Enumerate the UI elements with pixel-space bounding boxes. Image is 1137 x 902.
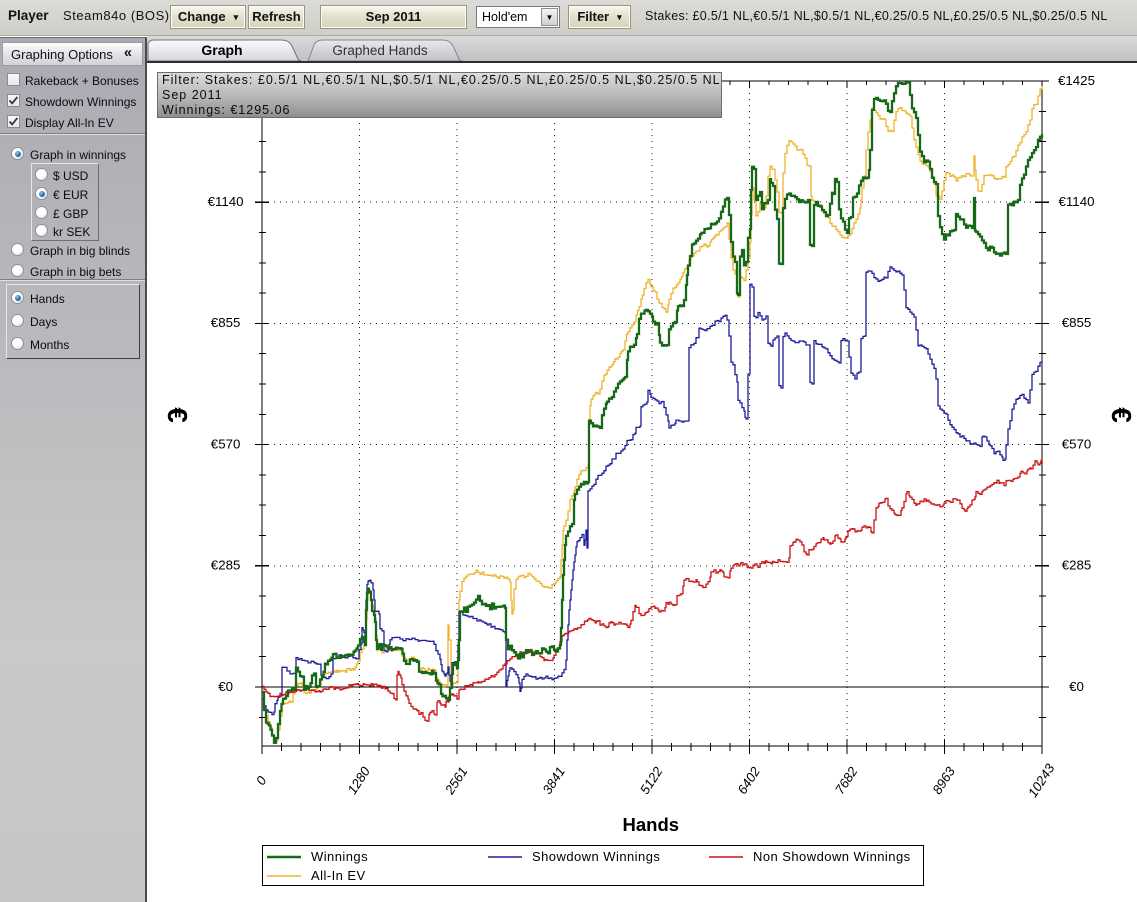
svg-text:€285: €285	[211, 558, 241, 573]
svg-text:1280: 1280	[344, 764, 373, 797]
svg-text:0: 0	[253, 773, 270, 788]
svg-text:6402: 6402	[734, 764, 763, 797]
svg-text:8963: 8963	[929, 764, 958, 797]
svg-text:€: €	[162, 407, 193, 423]
svg-text:5122: 5122	[637, 764, 666, 797]
svg-text:€1140: €1140	[208, 194, 244, 209]
svg-text:€0: €0	[218, 679, 233, 694]
svg-text:€0: €0	[1069, 679, 1084, 694]
svg-text:€855: €855	[211, 315, 241, 330]
svg-text:7682: 7682	[832, 764, 861, 797]
svg-text:Graphed Hands: Graphed Hands	[332, 43, 428, 58]
svg-text:Winnings: Winnings	[311, 849, 368, 864]
svg-text:3841: 3841	[539, 764, 568, 797]
svg-text:€285: €285	[1062, 558, 1092, 573]
svg-text:All-In EV: All-In EV	[311, 868, 366, 883]
svg-text:Showdown Winnings: Showdown Winnings	[532, 849, 660, 864]
svg-text:€1425: €1425	[1058, 73, 1095, 88]
svg-text:2561: 2561	[441, 764, 470, 798]
svg-text:€: €	[1106, 407, 1137, 423]
svg-text:10243: 10243	[1025, 761, 1058, 800]
svg-text:€1140: €1140	[1059, 194, 1095, 209]
svg-text:Non Showdown Winnings: Non Showdown Winnings	[753, 849, 911, 864]
svg-text:€570: €570	[1062, 436, 1092, 451]
svg-text:€855: €855	[1062, 315, 1092, 330]
svg-text:Hands: Hands	[623, 814, 680, 835]
svg-text:Graph: Graph	[201, 42, 242, 58]
svg-text:€570: €570	[211, 436, 241, 451]
